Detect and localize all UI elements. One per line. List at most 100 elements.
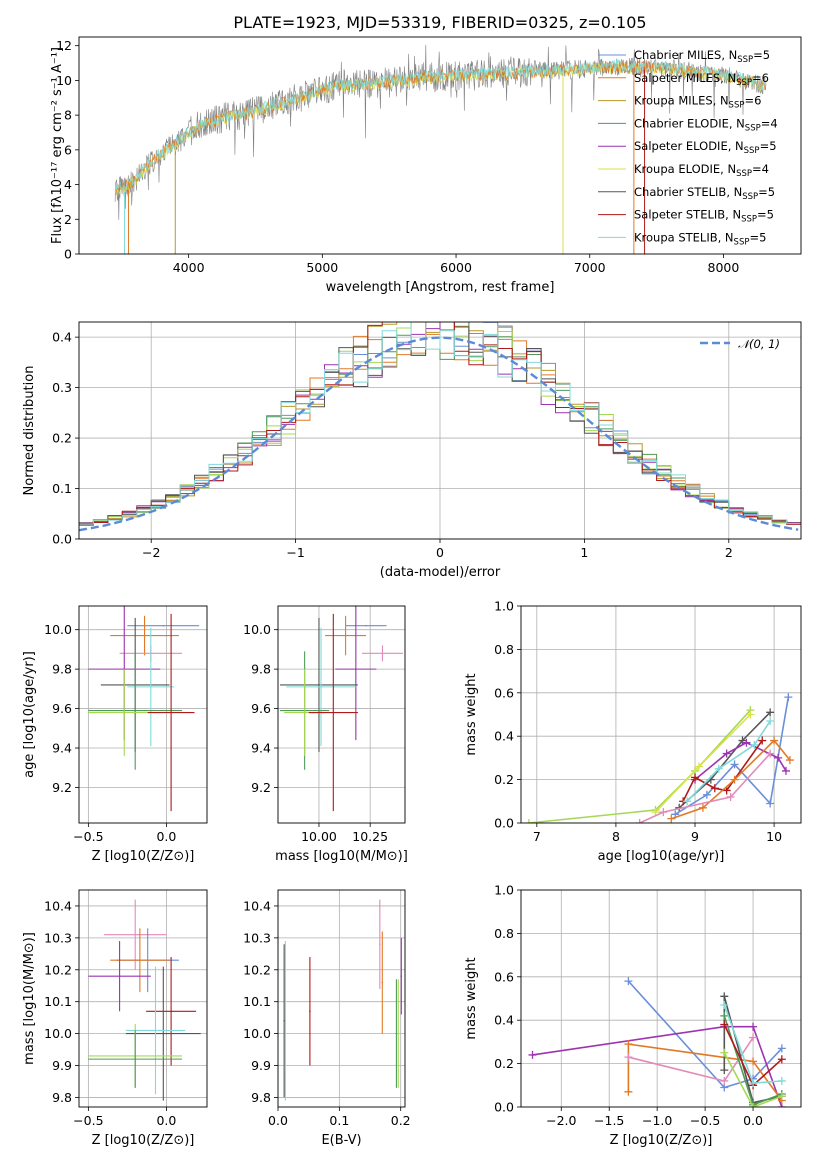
y-tick-label: 9.8 [251,1090,271,1105]
data-point-marker [698,803,707,812]
y-tick-label: 10.2 [44,962,72,977]
y-tick-label: 10.0 [243,622,271,637]
legend-count: =5 [757,208,774,222]
legend-entry: Chabrier MILES, NSSP=5 [634,48,770,65]
data-point [123,711,126,714]
y-tick-label: 0.2 [52,431,72,446]
residual-histogram [79,322,801,528]
data-point-marker [749,1079,758,1088]
data-point-marker [781,766,790,775]
legend-count: =4 [752,162,769,176]
x-tick-label: 0.1 [329,1113,349,1128]
y-tick-label: 1.0 [494,599,514,614]
y-tick-label: 9.9 [251,1058,271,1073]
legend-count: =5 [758,185,775,199]
data-point-marker [624,977,633,986]
y-tick-label: 10.4 [243,898,271,913]
x-axis-label: E(B-V) [321,1133,361,1148]
x-tick-label: −1.5 [594,1113,624,1128]
y-tick-label: 0.4 [494,729,514,744]
y-tick-label: 9.8 [251,662,271,677]
x-axis-label: mass [log10(M/M⊙)] [275,849,408,864]
axes-frame [78,889,208,1108]
y-tick-label: 12 [56,38,72,53]
x-tick-label: 0.0 [743,1113,763,1128]
data-point-marker [710,784,719,793]
normal-legend-label: 𝒩(0, 1) [738,337,780,351]
legend-entry: Salpeter ELODIE, NSSP=5 [634,139,777,156]
y-tick-label: 0.0 [52,532,72,547]
data-point [284,1020,287,1022]
panel-age-vs-Z: −0.5 0.0 9.2 9.4 9.6 9.8 10.0 Z [log10(Z/Z⊙)] ag… [22,605,208,864]
data-point [381,652,384,655]
data-point-marker [524,819,533,823]
data-point-marker [722,749,731,758]
y-axis-label: mass [log10(M/M⊙)] [22,932,37,1065]
y-tick-label: 9.4 [52,741,72,756]
plot-area-age-vs-mass [278,606,405,823]
y-tick-label: 9.8 [52,662,72,677]
y-axis-label: age [log10(age/yr)] [22,651,37,778]
data-point-marker [777,1044,786,1053]
y-tick-label: 0.4 [52,330,72,345]
x-tick-label: 8000 [708,260,740,275]
legend-count: =5 [749,230,766,244]
data-point-marker [635,819,644,823]
weight-series [528,709,751,823]
x-tick-label: −1.0 [642,1113,672,1128]
axes-frame [520,605,802,824]
x-tick-label: 9 [691,829,699,844]
x-tick-label: 6000 [440,260,472,275]
residual-histogram [79,322,801,527]
x-tick-label: 4000 [173,260,205,275]
data-point-marker [749,1103,758,1107]
y-tick-label: 9.6 [52,701,72,716]
data-point-marker [746,710,755,719]
y-tick-label: 0.8 [494,642,514,657]
data-point-marker [758,736,767,745]
y-tick-label: 10.0 [44,622,72,637]
plot-area-age-vs-Z [79,606,207,823]
plot-area-residuals [79,322,801,539]
x-tick-label: −2.0 [546,1113,576,1128]
y-axis-label: mass weight [464,957,479,1039]
weight-series [686,720,771,802]
axes-frame [277,889,406,1108]
x-tick-label: 10.25 [352,829,388,844]
y-tick-label: 9.8 [52,1090,72,1105]
data-point [400,975,403,977]
data-point [320,686,322,688]
plot-area-spectrum [114,44,767,254]
data-point [309,1010,311,1013]
x-tick-label: −0.5 [690,1113,720,1128]
x-tick-label: 0.0 [268,1113,288,1128]
data-point-marker [766,708,775,717]
data-point-marker [714,764,723,773]
data-point-marker [702,790,711,799]
data-point-marker [720,992,729,1001]
data-point [381,981,384,984]
y-tick-label: 9.2 [52,780,72,795]
weight-series [639,753,771,823]
legend-subscript: SSP [729,101,745,111]
legend-entry: Kroupa MILES, NSSP=6 [634,94,761,111]
panel-weight-vs-Z: −2.0 −1.5 −1.0 −0.5 0.0 0.0 0.2 0.4 0.6 0.8 1.0 Z [… [464,883,802,1148]
legend-entry: Chabrier STELIB, NSSP=5 [634,185,775,202]
data-point [283,1020,285,1022]
spectrum-legend: Chabrier MILES, NSSP=5 Salpeter MILES, NS… [598,48,778,247]
plot-layer: 4000 5000 6000 7000 8000024681012wavelength … [22,36,802,1148]
x-tick-label: 7000 [574,260,606,275]
y-tick-label: 0 [64,247,72,262]
axes-frame [78,605,208,824]
x-tick-label: −0.5 [73,829,103,844]
data-point [344,634,347,637]
x-tick-label: 10 [766,829,782,844]
panel-mass-vs-EBV: 0.0 0.1 0.2 9.8 9.9 10.0 10.1 10.2 10.3 10.4 E(B-V… [243,889,411,1148]
plot-area-weight-vs-age [521,606,801,823]
x-axis-label: wavelength [Angstrom, rest frame] [326,280,555,295]
y-tick-label: 0.2 [494,1056,514,1071]
y-tick-label: 0.6 [494,969,514,984]
y-tick-label: 0.0 [494,816,514,831]
x-axis-label: (data-model)/error [380,565,501,580]
plot-area-mass-vs-EBV [278,890,405,1107]
